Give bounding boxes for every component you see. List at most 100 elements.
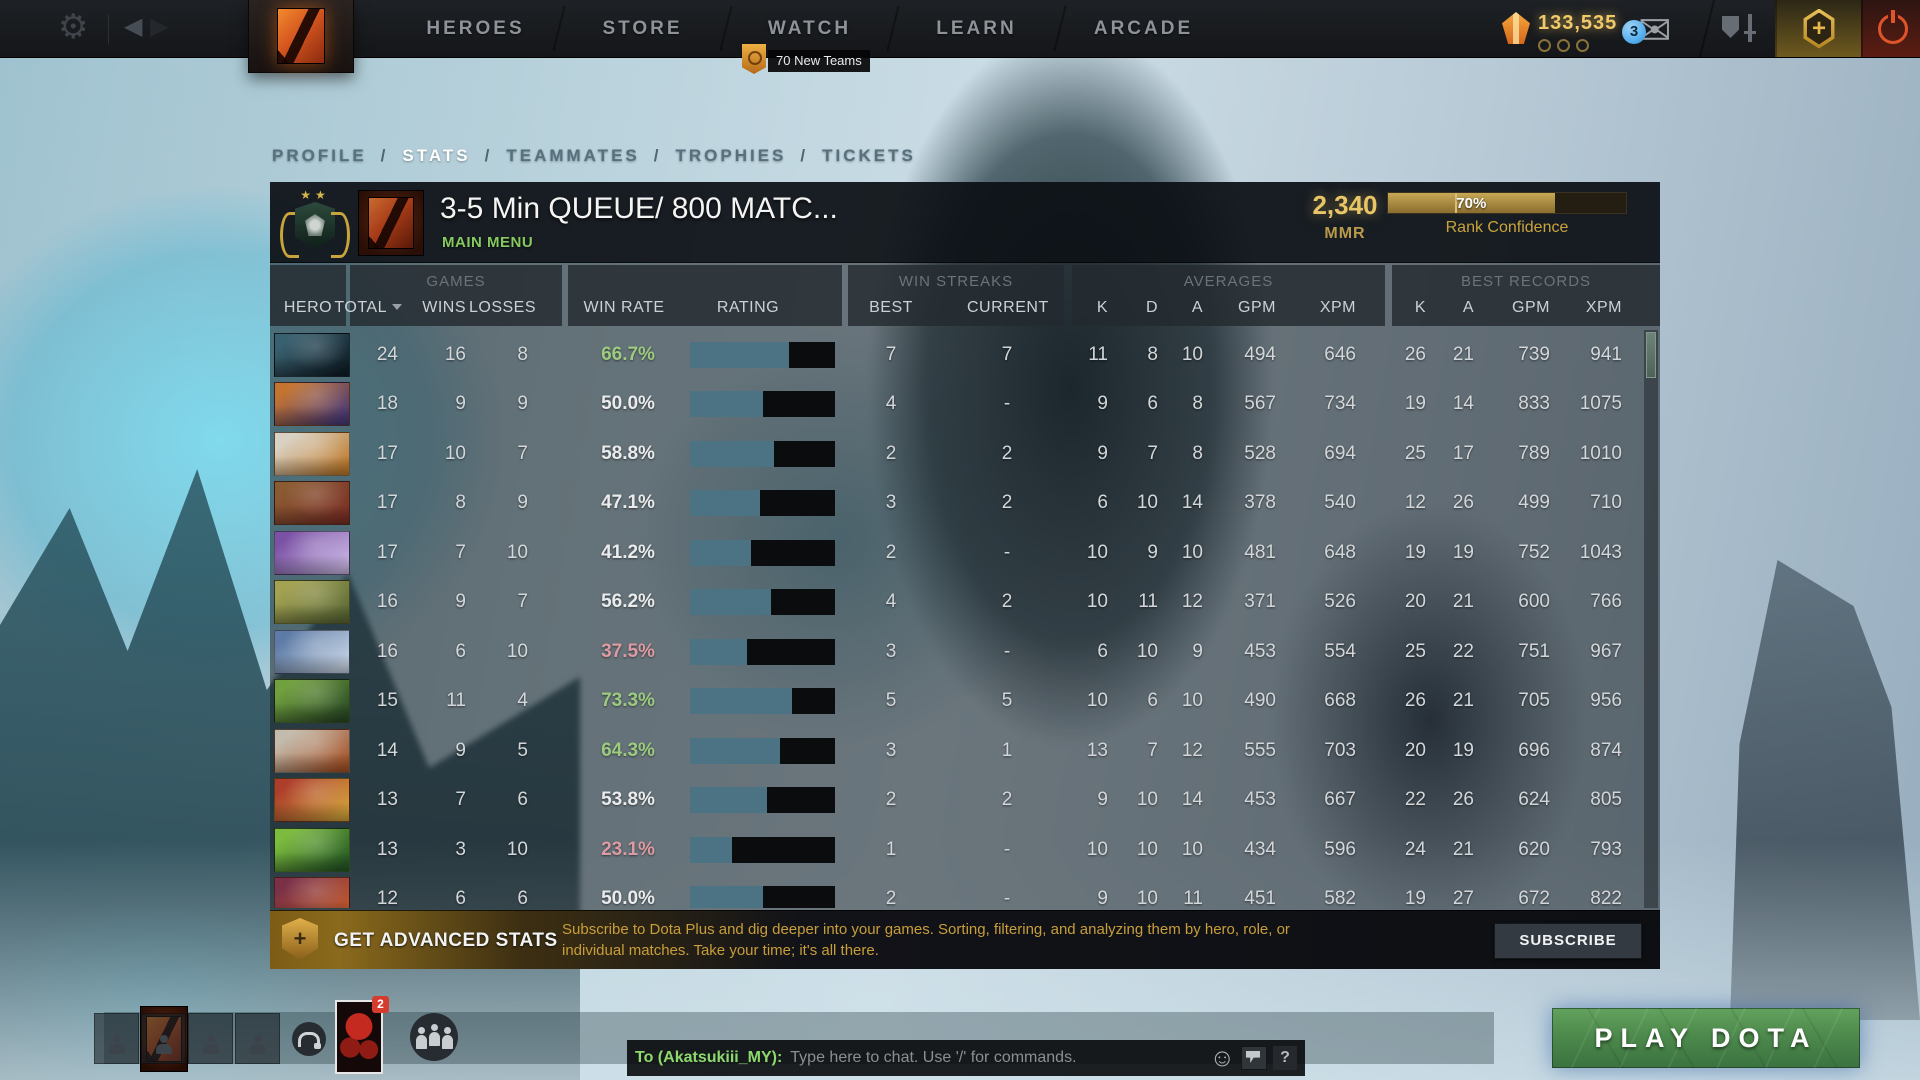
party-slot-empty[interactable] (94, 1013, 139, 1064)
table-row[interactable]: 16 6 10 37.5% 3 - 6 10 9 453 554 25 22 751 967 (270, 627, 1660, 677)
column-header-gpm[interactable]: GPM (1238, 299, 1276, 316)
table-row[interactable]: 17 10 7 58.8% 2 2 9 7 8 528 694 25 17 789 1010 (270, 429, 1660, 479)
hero-portrait[interactable] (274, 827, 350, 872)
cell-wins: 9 (455, 739, 466, 761)
hero-portrait[interactable] (274, 382, 350, 427)
hero-portrait[interactable] (274, 877, 350, 908)
forward-arrow-icon[interactable]: ▶ (150, 13, 169, 40)
tab-teammates[interactable]: TEAMMATES (506, 146, 640, 165)
cell-losses: 7 (517, 442, 528, 464)
cell-win-rate: 50.0% (601, 888, 655, 908)
column-header-kills[interactable]: K (1096, 299, 1108, 316)
tab-stats[interactable]: STATS (402, 146, 471, 165)
nav-item-learn[interactable]: LEARN (893, 0, 1060, 57)
table-scrollbar[interactable] (1644, 330, 1658, 908)
cell-avg-gpm: 490 (1244, 690, 1276, 712)
cell-win-rate: 50.0% (601, 393, 655, 415)
settings-gear-icon[interactable]: ⚙ (58, 8, 89, 46)
hero-portrait[interactable] (274, 679, 350, 724)
table-row[interactable]: 15 11 4 73.3% 5 5 10 6 10 490 668 26 21 705 956 (270, 677, 1660, 727)
cell-win-rate: 37.5% (601, 640, 655, 662)
hero-portrait[interactable] (274, 580, 350, 625)
cell-total: 12 (376, 888, 398, 908)
armory-button[interactable] (1722, 14, 1766, 44)
hero-portrait[interactable] (274, 629, 350, 674)
rating-bar (690, 737, 835, 764)
back-arrow-icon[interactable]: ◀ (124, 13, 143, 40)
hero-portrait[interactable] (274, 431, 350, 476)
nav-item-arcade[interactable]: ARCADE (1093, 18, 1194, 39)
cell-streak-best: 4 (885, 393, 897, 415)
hero-portrait[interactable] (274, 728, 350, 773)
dota-plus-button[interactable]: + (1775, 0, 1861, 57)
nav-item-watch[interactable]: WATCH (726, 0, 893, 57)
chat-help-button[interactable]: ? (1273, 1046, 1297, 1070)
cell-best-gpm: 624 (1518, 789, 1550, 811)
party-slot-empty[interactable] (188, 1013, 233, 1064)
column-header-record-xpm[interactable]: XPM (1585, 299, 1622, 316)
column-header-record-gpm[interactable]: GPM (1512, 299, 1550, 316)
cell-best-assists: 21 (1452, 838, 1474, 860)
voice-chat-button[interactable] (292, 1022, 326, 1056)
column-header-record-kills[interactable]: K (1414, 299, 1426, 316)
table-row[interactable]: 14 9 5 64.3% 3 1 13 7 12 555 703 20 19 696 874 (270, 726, 1660, 776)
column-header-xpm[interactable]: XPM (1319, 299, 1356, 316)
column-header-rating[interactable]: RATING (716, 299, 780, 316)
tab-tickets[interactable]: TICKETS (822, 146, 916, 165)
new-teams-badge[interactable]: 70 New Teams (742, 44, 870, 74)
column-header-best[interactable]: BEST (869, 299, 913, 316)
power-button[interactable] (1861, 0, 1920, 57)
table-row[interactable]: 13 7 6 53.8% 2 2 9 10 14 453 667 22 26 624 805 (270, 776, 1660, 826)
shard-currency[interactable]: 133,535 (1502, 12, 1617, 52)
column-header-total[interactable]: TOTAL (320, 299, 402, 317)
cell-avg-xpm: 596 (1324, 838, 1356, 860)
group-label-games: GAMES (426, 273, 486, 290)
cell-best-gpm: 672 (1518, 888, 1550, 908)
table-row[interactable]: 17 8 9 47.1% 3 2 6 10 14 378 540 12 26 499 710 (270, 479, 1660, 529)
cell-avg-assists: 9 (1192, 640, 1203, 662)
table-row[interactable]: 13 3 10 23.1% 1 - 10 10 10 434 596 24 21 620 793 (270, 825, 1660, 875)
table-row[interactable]: 17 7 10 41.2% 2 - 10 9 10 481 648 19 19 752 1043 (270, 528, 1660, 578)
player-avatar[interactable] (358, 190, 424, 256)
column-header-current[interactable]: CURRENT (967, 299, 1049, 316)
emoticon-icon[interactable]: ☺ (1209, 1044, 1235, 1072)
play-dota-button[interactable]: PLAY DOTA (1552, 1008, 1860, 1068)
stats-rows: 24 16 8 66.7% 7 7 11 8 10 494 646 26 21 739 941 18 9 9 50.… (270, 330, 1660, 908)
hero-portrait[interactable] (274, 481, 350, 526)
dota-home-button[interactable] (248, 0, 354, 73)
cell-best-kills: 19 (1404, 888, 1426, 908)
column-header-record-assists[interactable]: A (1462, 299, 1474, 316)
mail-button[interactable]: 3 ✉ (1622, 9, 1692, 53)
cell-avg-assists: 14 (1181, 789, 1203, 811)
table-row[interactable]: 16 9 7 56.2% 4 2 10 11 12 371 526 20 21 600 766 (270, 578, 1660, 628)
scrollbar-thumb[interactable] (1646, 332, 1656, 378)
cell-losses: 6 (517, 789, 528, 811)
party-finder-button[interactable] (410, 1013, 458, 1061)
shout-popout-icon[interactable] (1241, 1046, 1267, 1070)
hero-portrait[interactable] (274, 530, 350, 575)
subscribe-button[interactable]: SUBSCRIBE (1494, 923, 1642, 959)
column-header-hero[interactable]: HERO (283, 299, 333, 316)
tab-trophies[interactable]: TROPHIES (675, 146, 787, 165)
chat-input[interactable]: To (Akatsukiii_MY): Type here to chat. U… (627, 1040, 1305, 1076)
nav-item-store[interactable]: STORE (559, 0, 726, 57)
rank-confidence-bar: 70% (1387, 192, 1627, 214)
column-header-win-rate[interactable]: WIN RATE (583, 299, 665, 316)
column-header-assists[interactable]: A (1191, 299, 1203, 316)
tab-profile[interactable]: PROFILE (272, 146, 367, 165)
column-header-deaths[interactable]: D (1145, 299, 1158, 316)
hero-portrait[interactable] (274, 332, 350, 377)
hero-portrait[interactable] (274, 778, 350, 823)
column-header-losses[interactable]: LOSSES (468, 299, 536, 316)
party-slot-empty[interactable] (235, 1013, 280, 1064)
cell-best-gpm: 696 (1518, 739, 1550, 761)
table-row[interactable]: 18 9 9 50.0% 4 - 9 6 8 567 734 19 14 833 1075 (270, 380, 1660, 430)
party-slot-empty[interactable] (141, 1013, 186, 1064)
cell-losses: 5 (517, 739, 528, 761)
column-header-wins[interactable]: WINS (422, 299, 466, 316)
table-row[interactable]: 24 16 8 66.7% 7 7 11 8 10 494 646 26 21 739 941 (270, 330, 1660, 380)
nav-item-heroes[interactable]: HEROES (392, 0, 559, 57)
table-row[interactable]: 12 6 6 50.0% 2 - 9 10 11 451 582 19 27 672 822 (270, 875, 1660, 908)
rating-bar (690, 490, 835, 517)
